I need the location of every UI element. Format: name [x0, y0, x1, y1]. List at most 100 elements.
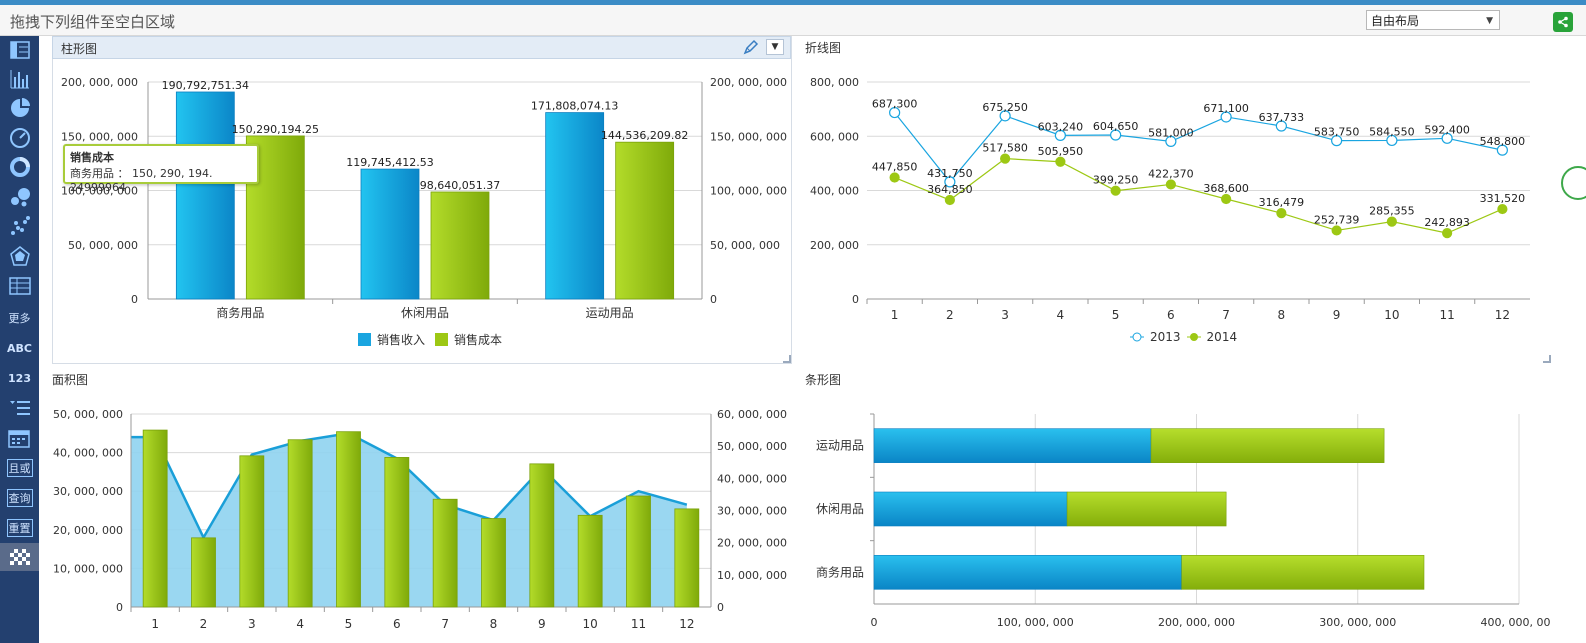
bar-chart-title: 柱形图: [61, 42, 98, 56]
bar: [384, 457, 410, 608]
y2-tick-label: 0: [717, 601, 724, 614]
data-label: 150,290,194.25: [232, 123, 319, 136]
x-tick-label: 4: [296, 617, 304, 631]
legend-swatch-cost: [435, 333, 449, 346]
bar-revenue: [545, 112, 605, 300]
data-label: 584,550: [1369, 125, 1415, 138]
point-2013: [1054, 129, 1066, 141]
checker-icon[interactable]: [0, 543, 39, 571]
y-tick-label: 0: [116, 601, 123, 614]
point-2013: [1441, 132, 1453, 144]
resize-handle[interactable]: [1543, 355, 1551, 363]
radar-chart-icon[interactable]: [0, 242, 39, 270]
point-2013: [1275, 120, 1287, 132]
line-chart-title: 折线图: [805, 41, 842, 55]
gauge-icon[interactable]: [0, 124, 39, 152]
x-tick-label: 6: [393, 617, 401, 631]
data-label: 592,400: [1424, 123, 1470, 136]
bar-cost: [245, 135, 305, 300]
point-2014: [1442, 228, 1453, 239]
y-tick-label: 800, 000: [810, 76, 859, 89]
x-tick-label: 商务用品: [216, 305, 264, 320]
grid-table-icon[interactable]: [0, 272, 39, 300]
share-icon[interactable]: [1553, 12, 1573, 32]
bar-revenue: [873, 555, 1182, 590]
y-tick-label: 100, 000, 000: [61, 185, 138, 198]
y-tick-label: 400, 000: [810, 185, 859, 198]
y-tick-label: 休闲用品: [816, 502, 864, 516]
scatter-chart-icon[interactable]: [0, 212, 39, 240]
data-label: 548,800: [1480, 135, 1526, 148]
x-tick-label: 200, 000, 000: [1158, 616, 1235, 629]
series-line-2013: [894, 112, 1503, 183]
more-button[interactable]: 更多: [8, 312, 31, 325]
text-widget-button[interactable]: ABC: [7, 341, 32, 355]
x-tick-label: 100, 000, 000: [997, 616, 1074, 629]
data-label: 144,536,209.82: [601, 129, 688, 142]
floating-action-icon[interactable]: [1561, 166, 1586, 200]
y-tick-label: 0: [131, 293, 138, 306]
bar-chart-legend: 销售收入 销售成本: [358, 331, 502, 348]
layout-select[interactable]: 自由布局 ▼: [1366, 10, 1500, 30]
y2-tick-label: 60, 000, 000: [717, 408, 787, 421]
x-tick-label: 5: [345, 617, 353, 631]
table-icon[interactable]: [0, 36, 39, 64]
x-tick-label: 9: [1333, 308, 1341, 322]
x-tick-label: 8: [490, 617, 498, 631]
data-label: 687,300: [872, 98, 918, 111]
bar-cost: [1181, 555, 1425, 590]
y-tick-label: 200, 000: [810, 239, 859, 252]
chart-tooltip: 销售成本 商务用品 ： 150, 290, 194. 24999964: [63, 144, 259, 194]
line-chart-legend: 2013 2014: [1130, 330, 1237, 344]
bar-cost: [430, 191, 490, 300]
bar-cost: [615, 141, 675, 300]
reset-button[interactable]: 重置: [0, 514, 39, 542]
point-2014: [944, 194, 955, 206]
tooltip-title: 销售成本: [70, 151, 114, 164]
y-tick-label: 0: [852, 293, 859, 306]
x-tick-label: 1: [891, 308, 899, 322]
y-tick-label: 50, 000, 000: [53, 408, 123, 421]
pie-chart-icon[interactable]: [0, 94, 39, 122]
point-2013: [999, 110, 1011, 122]
y2-tick-label: 0: [710, 293, 717, 306]
x-tick-label: 3: [1001, 308, 1009, 322]
data-label: 583,750: [1314, 126, 1360, 139]
bar-revenue: [873, 428, 1152, 463]
number-widget-button[interactable]: 123: [8, 371, 31, 385]
calendar-icon[interactable]: [0, 424, 39, 452]
data-label: 675,250: [982, 101, 1028, 114]
data-label: 190,792,751.34: [162, 79, 249, 92]
bar-chart-svg: 0 0 50, 000, 000 50, 000, 000 100, 000, 000 1…: [61, 76, 787, 320]
y2-tick-label: 100, 000, 000: [710, 185, 787, 198]
data-label: 603,240: [1038, 120, 1084, 133]
y-tick-label: 200, 000, 000: [61, 76, 138, 89]
bar-chart-header: 柱形图 ▼: [52, 36, 791, 59]
list-icon[interactable]: [0, 394, 39, 422]
x-tick-label: 8: [1278, 308, 1286, 322]
chevron-down-icon: ▼: [1486, 16, 1493, 26]
x-tick-label: 0: [871, 616, 878, 629]
chevron-down-icon[interactable]: ▼: [766, 39, 784, 55]
resize-handle[interactable]: [783, 355, 791, 363]
query-button[interactable]: 查询: [0, 484, 39, 512]
and-or-button[interactable]: 且或: [0, 454, 39, 482]
point-2014: [1055, 156, 1066, 167]
data-label: 252,739: [1314, 213, 1360, 226]
legend-marker-2014: [1186, 333, 1201, 341]
edit-icon[interactable]: [743, 39, 759, 55]
data-label: 505,950: [1038, 145, 1084, 158]
legend-label-2013: 2013: [1150, 330, 1181, 344]
data-label: 316,479: [1259, 196, 1305, 209]
bar: [287, 439, 313, 608]
hbar-chart-svg: 0 100, 000, 000 200, 000, 000 300, 000, 000…: [816, 413, 1550, 629]
point-2014: [1497, 203, 1508, 215]
x-tick-label: 运动用品: [586, 306, 634, 320]
x-tick-label: 10: [1384, 308, 1399, 322]
bar-chart-icon[interactable]: [0, 65, 39, 93]
bubble-chart-icon[interactable]: [0, 183, 39, 211]
bar: [577, 514, 603, 608]
donut-chart-icon[interactable]: [0, 153, 39, 181]
x-tick-label: 2: [200, 617, 208, 631]
